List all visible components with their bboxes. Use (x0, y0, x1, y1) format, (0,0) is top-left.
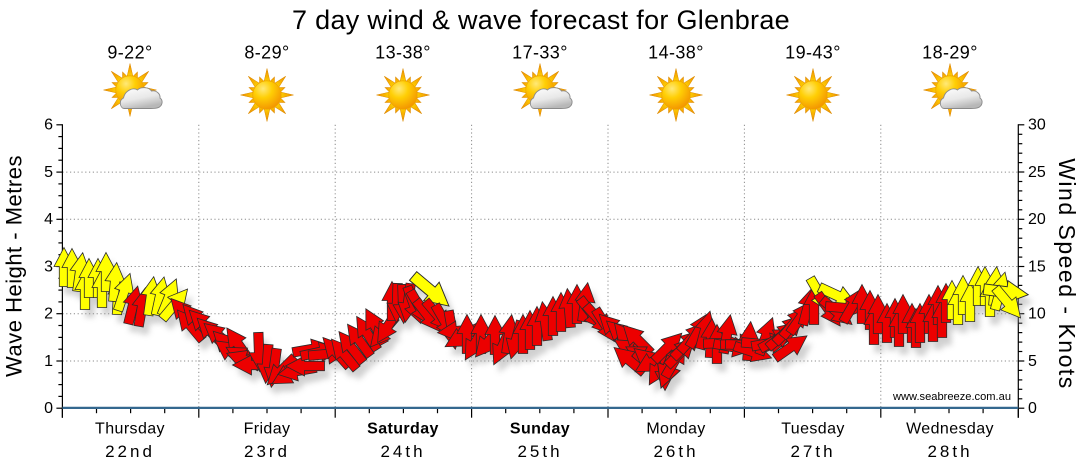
svg-text:0: 0 (44, 400, 53, 417)
svg-text:3: 3 (44, 258, 53, 275)
svg-text:5: 5 (44, 164, 53, 181)
svg-text:20: 20 (1028, 211, 1046, 228)
svg-text:26th: 26th (653, 442, 698, 461)
svg-text:4: 4 (44, 211, 53, 228)
svg-text:18-29°: 18-29° (922, 43, 978, 63)
svg-text:www.seabreeze.com.au: www.seabreeze.com.au (892, 391, 1011, 403)
svg-text:30: 30 (1028, 117, 1046, 134)
svg-text:27th: 27th (790, 442, 835, 461)
svg-text:Monday: Monday (646, 421, 705, 438)
svg-text:6: 6 (44, 117, 53, 134)
svg-text:15: 15 (1028, 258, 1046, 275)
svg-text:5: 5 (1028, 353, 1037, 370)
svg-text:Thursday: Thursday (95, 421, 165, 438)
svg-text:23rd: 23rd (244, 442, 290, 461)
svg-text:1: 1 (44, 353, 53, 370)
svg-text:28th: 28th (927, 442, 972, 461)
svg-text:Wave Height - Metres: Wave Height - Metres (2, 155, 27, 377)
svg-text:14-38°: 14-38° (648, 43, 704, 63)
svg-text:Wednesday: Wednesday (906, 421, 994, 438)
svg-text:Sunday: Sunday (510, 421, 570, 438)
svg-text:0: 0 (1028, 400, 1037, 417)
svg-text:8-29°: 8-29° (244, 43, 289, 63)
svg-text:2: 2 (44, 306, 53, 323)
svg-text:22nd: 22nd (105, 442, 155, 461)
svg-text:13-38°: 13-38° (375, 43, 431, 63)
svg-text:25: 25 (1028, 164, 1046, 181)
svg-text:Wind Speed - Knots: Wind Speed - Knots (1054, 158, 1080, 390)
svg-text:7 day wind & wave forecast for: 7 day wind & wave forecast for Glenbrae (292, 5, 790, 35)
svg-text:Tuesday: Tuesday (781, 421, 845, 438)
svg-text:25th: 25th (517, 442, 562, 461)
svg-text:Friday: Friday (244, 421, 291, 438)
svg-text:24th: 24th (380, 442, 425, 461)
svg-text:19-43°: 19-43° (785, 43, 841, 63)
svg-text:17-33°: 17-33° (512, 43, 568, 63)
svg-text:9-22°: 9-22° (107, 43, 152, 63)
svg-text:Saturday: Saturday (367, 421, 439, 438)
svg-text:10: 10 (1028, 306, 1046, 323)
